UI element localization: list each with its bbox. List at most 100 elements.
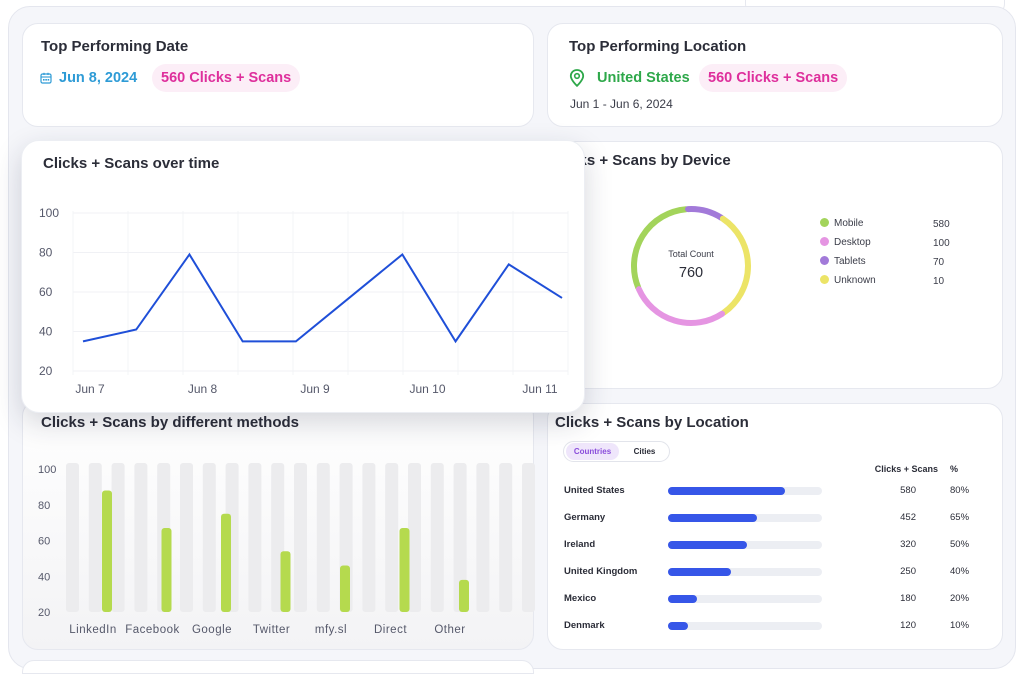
clicks-count: 250 — [900, 566, 916, 577]
background-card-edge-bottom — [22, 660, 534, 674]
bar-track — [134, 463, 148, 612]
table-row: United States 580 80% — [564, 477, 990, 504]
legend-item-desktop: Desktop — [820, 237, 871, 248]
table-row: Ireland 320 50% — [564, 531, 990, 558]
country-name: United States — [564, 485, 625, 496]
legend-dot — [820, 237, 829, 246]
country-name: United Kingdom — [564, 566, 638, 577]
bar — [459, 579, 469, 612]
percent-value: 50% — [950, 539, 970, 550]
y-tick-label: 40 — [38, 571, 50, 583]
location-table: Clicks + Scans % United States 580 80% Germ… — [564, 461, 990, 639]
bar-track — [316, 463, 330, 612]
bar — [102, 490, 112, 612]
y-tick-label: 40 — [39, 325, 53, 339]
bar-track — [294, 463, 307, 612]
line-chart-title: Clicks + Scans over time — [43, 155, 220, 172]
methods-card: Clicks + Scans by different methods 100 8… — [22, 400, 535, 650]
tab-cities[interactable]: Cities — [633, 447, 656, 456]
share-bar-track — [668, 567, 822, 576]
share-bar-track — [668, 621, 822, 630]
percent-value: 65% — [950, 512, 970, 523]
share-bar-cell — [668, 585, 822, 612]
col-clicks-header: Clicks + Scans — [874, 464, 938, 474]
table-row: Mexico 180 20% — [564, 585, 990, 612]
share-bar-fill — [668, 486, 786, 495]
x-tick-label: Facebook — [125, 624, 180, 636]
share-bar-fill — [668, 513, 758, 522]
series-line — [82, 252, 563, 344]
y-tick-label: 80 — [39, 246, 53, 260]
country-name: Ireland — [564, 539, 596, 550]
x-tick-label: LinkedIn — [69, 624, 116, 636]
y-tick-label: 20 — [38, 607, 50, 619]
top-date-title: Top Performing Date — [41, 38, 189, 55]
share-bar-cell — [668, 612, 822, 639]
donut-slice-tablets — [685, 206, 725, 221]
bar-track — [476, 463, 490, 612]
top-date-value: Jun 8, 2024 — [59, 70, 138, 86]
y-tick-label: 60 — [38, 536, 50, 548]
bar-track — [66, 463, 79, 612]
clicks-count: 320 — [900, 539, 916, 550]
x-tick-label: Google — [192, 624, 232, 636]
percent-value: 20% — [950, 593, 970, 604]
clicks-count: 180 — [900, 593, 916, 604]
y-tick-label: 100 — [38, 464, 56, 476]
tab-countries[interactable]: Countries — [566, 443, 619, 460]
device-donut-chart — [631, 206, 751, 326]
location-table-header: Clicks + Scans % — [564, 461, 990, 477]
donut-slice-unknown — [719, 215, 751, 316]
clicks-count: 452 — [900, 512, 916, 523]
share-bar-track — [668, 513, 822, 522]
top-location-clicks-badge: 560 Clicks + Scans — [699, 64, 848, 92]
top-date-clicks-badge: 560 Clicks + Scans — [152, 64, 301, 92]
country-name: Denmark — [564, 620, 605, 631]
y-tick-label: 100 — [39, 206, 59, 220]
share-bar-track — [668, 540, 822, 549]
legend-item-tablets: Tablets — [820, 256, 866, 267]
share-bar-fill — [668, 567, 732, 576]
x-tick-label: Jun 8 — [188, 382, 218, 396]
methods-bar-chart: 100 80 60 40 20 LinkedIn Facebook Google Twitter… — [38, 463, 535, 636]
device-card: Clicks + Scans by Device Total Count 760… — [547, 141, 1003, 389]
x-tick-label: Direct — [374, 624, 407, 636]
clicks-over-time-chart: 100 80 60 40 20 Jun 7 Jun 8 Jun 9 Jun 10 Jun 11 — [39, 206, 569, 396]
location-pin-icon — [569, 69, 585, 87]
top-date-card: Top Performing Date Jun 8, 2024 560 Clic… — [22, 23, 534, 127]
table-row: Denmark 120 10% — [564, 612, 990, 639]
donut-slice-desktop — [635, 286, 726, 326]
bar — [221, 513, 231, 612]
legend-label: Tablets — [834, 256, 866, 267]
share-bar-cell — [668, 504, 822, 531]
percent-value: 10% — [950, 620, 970, 631]
y-tick-label: 80 — [38, 500, 50, 512]
bar — [399, 527, 410, 612]
bar-track — [408, 463, 421, 612]
clicks-count: 580 — [900, 485, 916, 496]
x-tick-label: Jun 11 — [522, 382, 557, 396]
legend-label: Unknown — [834, 275, 876, 286]
bar-track — [111, 463, 125, 612]
legend-label: Mobile — [834, 218, 864, 229]
country-name: Germany — [564, 512, 606, 523]
top-location-value: United States — [597, 70, 690, 86]
x-tick-label: Twitter — [253, 624, 290, 636]
legend-value: 10 — [933, 276, 945, 287]
device-title: Clicks + Scans by Device — [551, 152, 731, 169]
top-location-card: Top Performing Location United States 56… — [547, 23, 1003, 127]
bar-track — [385, 463, 399, 612]
bar-track — [453, 463, 467, 612]
share-bar-fill — [668, 621, 689, 630]
bar-track — [248, 463, 262, 612]
calendar-icon — [40, 72, 52, 84]
location-card: Clicks + Scans by Location Countries Cit… — [547, 403, 1003, 650]
share-bar-cell — [668, 558, 822, 585]
top-location-title: Top Performing Location — [569, 38, 747, 55]
location-tab-switch: Countries Cities — [563, 441, 670, 462]
legend-dot — [820, 275, 829, 284]
share-bar-fill — [668, 540, 747, 549]
bar-track — [430, 463, 444, 612]
bar — [161, 527, 172, 612]
legend-dot — [820, 218, 829, 227]
